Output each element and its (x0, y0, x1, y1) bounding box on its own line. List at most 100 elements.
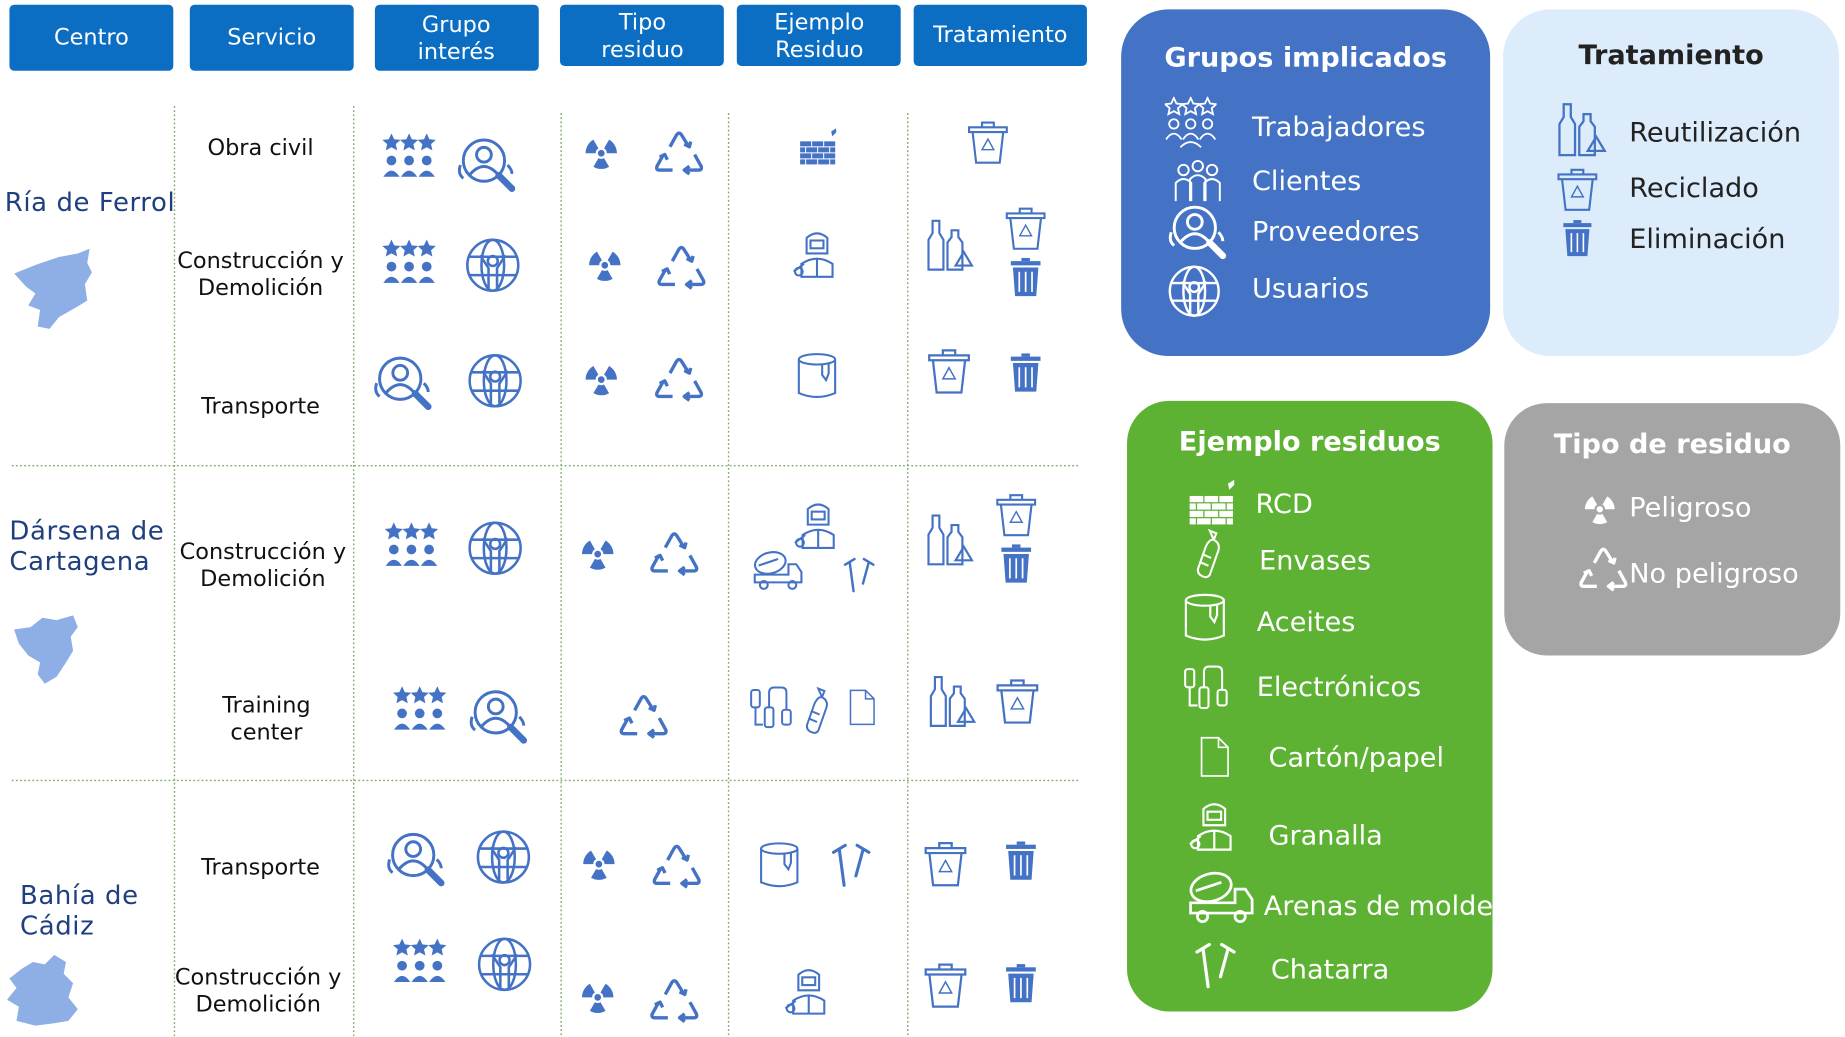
icon-stars (382, 133, 435, 176)
icon-welder (784, 969, 826, 1015)
legend-item: Eliminación (1629, 224, 1786, 255)
legend-panel (1503, 9, 1840, 357)
legend-title: Grupos implicados (1164, 42, 1447, 74)
icon-stars (385, 522, 438, 565)
icon-bucket (760, 842, 799, 888)
table-grid (11, 106, 1079, 1037)
icon-trashrec (928, 349, 970, 394)
legend-panel (1121, 9, 1491, 357)
header-label: Servicio (227, 24, 317, 51)
icon-truck (752, 547, 803, 590)
icon-rec (650, 532, 699, 577)
icon-rec (652, 844, 701, 889)
centro-name: Bahía de Cádiz (20, 881, 139, 942)
icon-search (389, 834, 442, 883)
legend-item: Proveedores (1252, 217, 1420, 248)
icon-search (471, 692, 524, 741)
servicio: Construcción y Demolición (174, 964, 342, 1018)
icon-hammer (831, 843, 871, 887)
header-box (736, 4, 901, 67)
legend-item: Electrónicos (1256, 672, 1422, 703)
legend-item: Reutilización (1629, 118, 1802, 149)
legend-item: Chatarra (1270, 955, 1390, 986)
icon-bin (1005, 963, 1037, 1004)
icon-trashrec (924, 842, 967, 887)
icon-paper (849, 689, 875, 726)
map-murcia (14, 615, 78, 684)
icon-stars (382, 239, 435, 282)
icon-rec (654, 131, 704, 176)
legend-item: Peligroso (1629, 493, 1752, 524)
icon-trashrec (1005, 207, 1046, 250)
icon-rec (657, 245, 706, 291)
icon-stars (393, 686, 446, 729)
header-box (189, 4, 354, 71)
legend-item: Arenas de moldeo (1263, 891, 1510, 923)
header-box (9, 4, 174, 71)
icon-search (459, 140, 512, 189)
icon-rec (654, 357, 704, 403)
legend-title: Ejemplo residuos (1178, 427, 1441, 458)
icon-bottles (927, 219, 973, 271)
legend-item: Clientes (1252, 166, 1362, 198)
icon-globe (476, 830, 531, 884)
icon-globe (468, 354, 522, 408)
icon-rad (586, 366, 621, 400)
servicio: Construcción y Demolición (179, 539, 347, 592)
icon-bottles (927, 514, 973, 566)
header-label: Centro (53, 24, 129, 51)
icon-trashrec (924, 963, 967, 1008)
legend-item: Reciclado (1629, 173, 1759, 205)
header-boxes (9, 4, 1087, 71)
servicio: Construcción y Demolición (177, 247, 344, 301)
icon-stars (393, 939, 446, 982)
header-box (374, 4, 539, 71)
icon-bin (1000, 543, 1032, 584)
centro-name: Ría de Ferrol (4, 188, 176, 218)
icon-bottles (929, 675, 976, 727)
icon-bin (1562, 219, 1593, 257)
icon-trashrec (968, 121, 1008, 164)
header-label: Ejemplo Residuo (774, 9, 865, 63)
servicio: Training center (222, 692, 311, 746)
icon-welder (792, 232, 834, 278)
icon-elec (750, 686, 792, 729)
header-box (559, 4, 724, 67)
icon-hammer (843, 557, 875, 593)
icon-bottle (805, 687, 828, 734)
icon-bin (1009, 352, 1042, 393)
icon-globe (468, 521, 522, 575)
servicio: Transporte (201, 854, 320, 881)
icon-rec (650, 979, 699, 1024)
header-label: Tratamiento (933, 21, 1068, 48)
icon-rad (582, 541, 617, 575)
legend-title: Tratamiento (1578, 40, 1764, 71)
icon-rad (583, 851, 618, 885)
icon-bucket (797, 353, 837, 398)
icon-globe (466, 238, 520, 292)
legend-panel (1504, 403, 1841, 656)
header-box (913, 4, 1087, 67)
legend-item: Aceites (1256, 607, 1356, 639)
map-galicia (14, 248, 92, 329)
icon-rec (619, 694, 668, 740)
legend-title: Tipo de residuo (1553, 429, 1791, 461)
icon-rad (582, 984, 617, 1018)
icon-bin (1005, 840, 1037, 881)
icon-bin (1009, 257, 1042, 297)
icon-welder (793, 503, 835, 549)
icon-trashrec (996, 494, 1037, 537)
servicio: Obra civil (207, 135, 314, 162)
header-label: Grupo interés (417, 12, 495, 65)
header-label: Tipo residuo (601, 9, 684, 63)
region-maps (7, 248, 92, 1026)
icon-search (376, 358, 429, 407)
icon-rad (589, 252, 624, 286)
legend-item: Trabajadores (1252, 112, 1426, 143)
legend-item: No peligroso (1629, 559, 1799, 590)
legend-item: RCD (1255, 489, 1313, 521)
